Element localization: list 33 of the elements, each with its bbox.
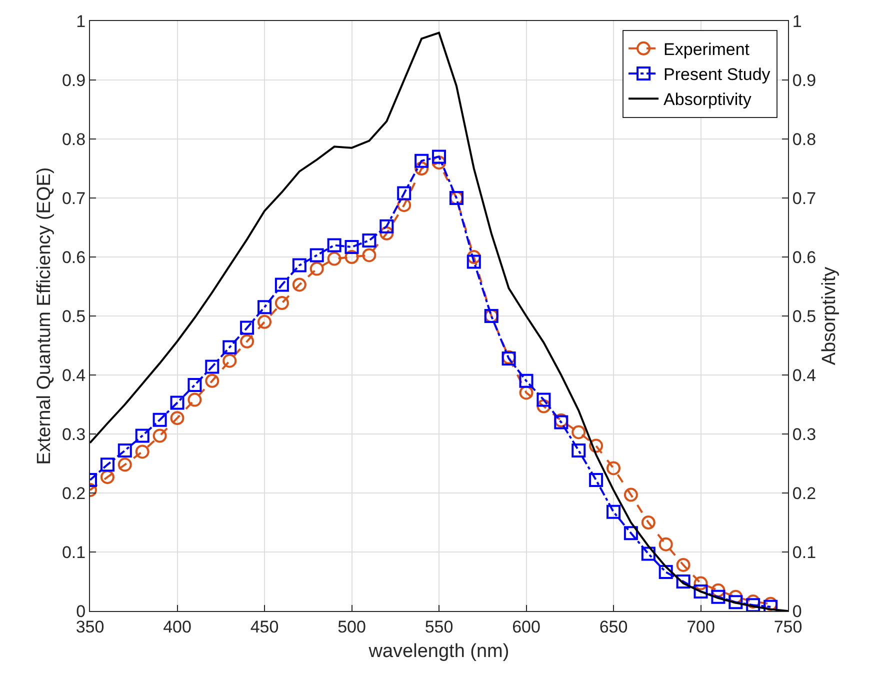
y-tick-label: 0.9 [62,70,86,90]
y2-tick-label: 0.5 [792,306,816,326]
y-tick-label: 0.6 [62,248,86,267]
x-tick-label: 450 [250,617,279,636]
x-tick-label: 550 [424,617,454,636]
y2-axis-title: Absorptivity [818,266,840,366]
y2-tick-label: 0.8 [792,130,816,149]
legend-label: Absorptivity [664,90,752,110]
x-tick-label: 500 [338,617,366,636]
y-tick-label: 0.4 [62,366,86,385]
x-tick-label: 650 [599,617,628,636]
y-tick-label: 0.7 [62,188,86,208]
y2-tick-label: 0.9 [792,70,816,90]
x-tick-label: 700 [686,617,715,636]
y-tick-label: 0.8 [62,130,86,149]
y2-tick-label: 1 [792,12,802,31]
y2-tick-label: 0.1 [792,542,816,562]
y-tick-label: 0.2 [62,484,86,503]
y2-tick-label: 0.6 [792,248,816,267]
y2-tick-label: 0.7 [792,188,816,208]
legend-label: Present Study [664,65,771,84]
x-tick-label: 400 [163,617,192,636]
y-tick-label: 0.1 [62,542,86,562]
y-tick-label: 0.5 [62,306,86,326]
y2-tick-label: 0.2 [792,484,816,503]
y2-tick-label: 0.4 [792,366,816,385]
y-axis-title: External Quantum Efficiency (EQE) [34,167,55,465]
y-tick-label: 1 [76,12,86,31]
x-tick-label: 600 [512,617,540,636]
y-tick-label: 0.3 [62,424,86,444]
x-axis-title: wavelength (nm) [368,641,510,662]
y2-tick-label: 0.3 [792,424,816,444]
legend-label: Experiment [664,40,750,60]
